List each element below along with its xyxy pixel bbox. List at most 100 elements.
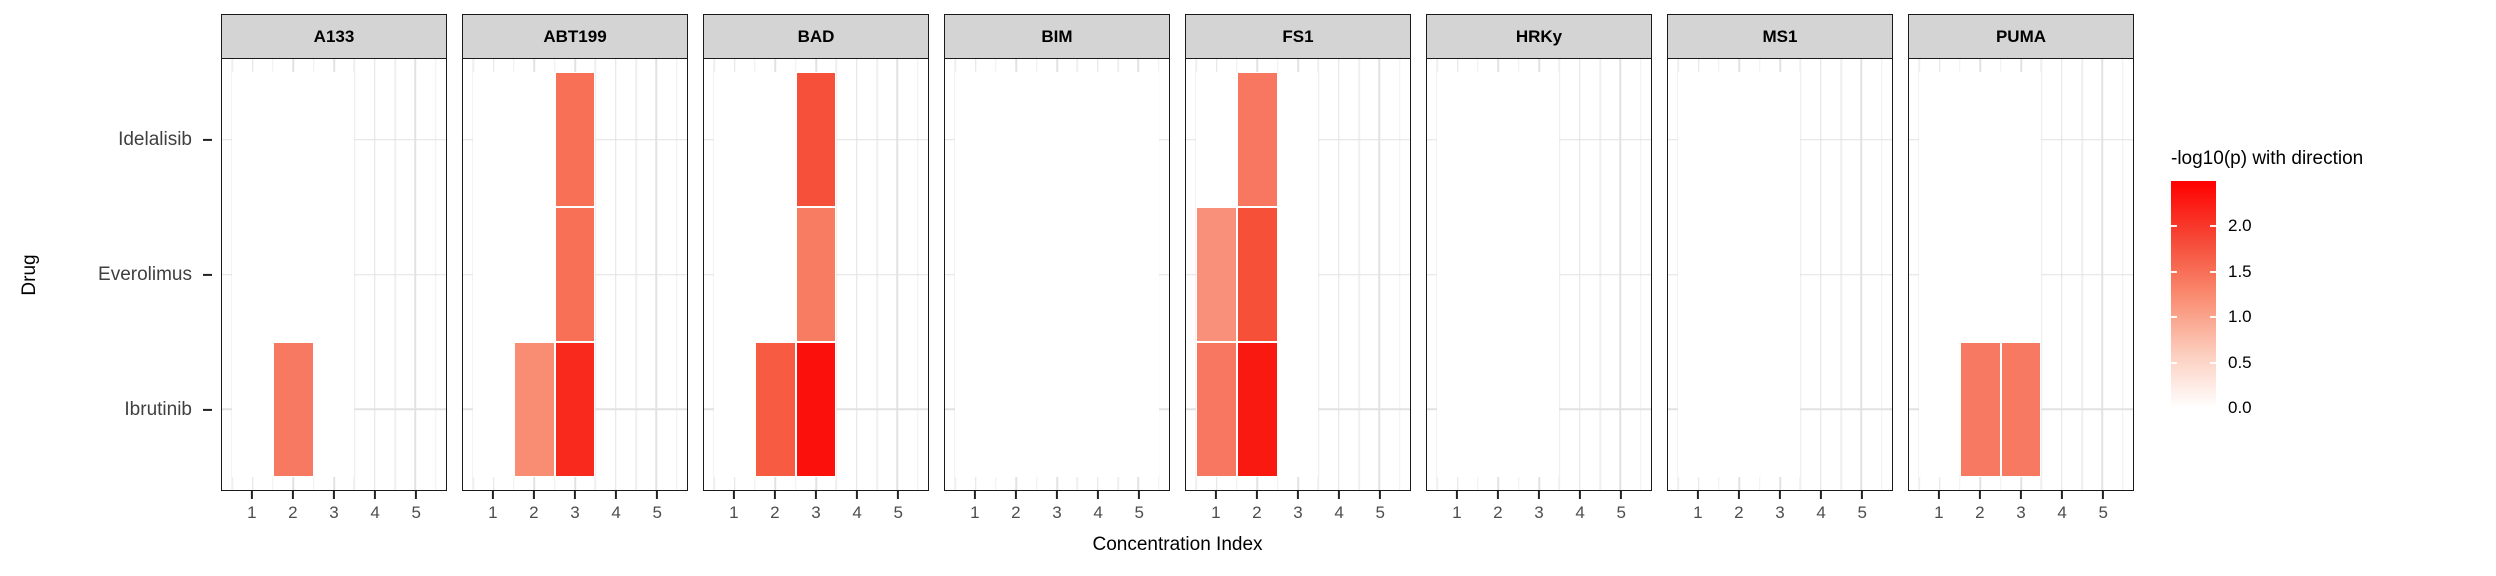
x-axis-tick-label: 5: [1857, 503, 1867, 522]
legend-tick-label: 0.5: [2228, 352, 2252, 372]
x-axis-tick-label: 4: [1334, 503, 1344, 522]
white-tile-block: [955, 72, 1159, 477]
x-axis-tick-label: 5: [1134, 503, 1144, 522]
x-axis-tick: [373, 491, 377, 499]
x-axis-tick: [855, 491, 859, 499]
heat-tile: [272, 341, 314, 477]
x-axis-tick-label: 4: [370, 503, 380, 522]
x-axis-tick-label: 5: [652, 503, 662, 522]
x-axis-tick: [773, 491, 776, 499]
x-axis-tick-label: 2: [1252, 503, 1262, 522]
x-axis-tick: [1138, 491, 1141, 499]
x-axis-tick: [897, 491, 900, 499]
x-axis-tick: [1819, 491, 1823, 499]
x-axis-tick-label: 5: [1375, 503, 1385, 522]
panel-body: [462, 59, 688, 491]
facet-strip: PUMA: [1908, 14, 2134, 59]
panel-body: [221, 59, 447, 491]
x-axis-tick: [1578, 491, 1582, 499]
x-axis: 1 2 3 4 5: [221, 491, 447, 561]
x-axis-tick-label: 5: [411, 503, 421, 522]
facet-panel-fs1: FS1 1 2 3 4 5: [1185, 14, 1411, 561]
x-axis-tick-label: 1: [488, 503, 498, 522]
facet-label: HRKy: [1515, 26, 1563, 46]
heat-tile: [1196, 207, 1237, 342]
facet-label: MS1: [1762, 26, 1798, 46]
x-axis-tick: [656, 491, 659, 499]
facet-panel-hrky: HRKy 1 2 3 4 5: [1426, 14, 1652, 561]
x-axis-tick-label: 1: [1934, 503, 1944, 522]
facet-panel-a133: A133 1 2 3 4 5: [221, 14, 447, 561]
legend-tick: [2210, 225, 2216, 228]
y-axis-label: Everolimus: [98, 264, 192, 285]
panel-body: [1667, 59, 1893, 491]
panel-body: [944, 59, 1170, 491]
x-axis: 1 2 3 4 5: [703, 491, 929, 561]
x-axis-tick-label: 3: [1775, 503, 1785, 522]
facet-panel-puma: PUMA 1 2 3 4 5: [1908, 14, 2134, 561]
x-axis-tick-label: 2: [1493, 503, 1503, 522]
x-axis-tick-label: 1: [970, 503, 980, 522]
facet-panel-bim: BIM 1 2 3 4 5: [944, 14, 1170, 561]
heat-tile: [1959, 341, 2001, 477]
x-axis: 1 2 3 4 5: [1185, 491, 1411, 561]
facet-panel-ms1: MS1 1 2 3 4 5: [1667, 14, 1893, 561]
x-axis-tick: [250, 491, 253, 499]
x-axis-tick-label: 2: [1975, 503, 1985, 522]
panel-body: [703, 59, 929, 491]
x-axis: 1 2 3 4 5: [1426, 491, 1652, 561]
facet-label: PUMA: [1995, 26, 2047, 46]
heat-tile: [513, 341, 555, 477]
facet-label: A133: [313, 26, 355, 46]
x-axis-tick-label: 4: [1816, 503, 1826, 522]
x-axis-tick: [1255, 491, 1258, 499]
x-axis: 1 2 3 4 5: [462, 491, 688, 561]
x-axis-tick-label: 5: [1616, 503, 1626, 522]
x-axis-tick-label: 5: [2098, 503, 2108, 522]
heat-tile: [554, 341, 596, 477]
x-axis-tick: [973, 491, 976, 499]
x-axis-tick-label: 4: [1575, 503, 1585, 522]
x-axis-tick: [2060, 491, 2064, 499]
x-axis-tick-label: 4: [611, 503, 621, 522]
x-axis-tick-label: 4: [852, 503, 862, 522]
heat-tile: [554, 207, 596, 342]
x-axis-tick: [1620, 491, 1623, 499]
facet-strip: FS1: [1185, 14, 1411, 59]
x-axis-tick-label: 3: [570, 503, 580, 522]
x-axis-tick-label: 2: [529, 503, 539, 522]
legend-tick: [2210, 316, 2216, 319]
x-axis-tick: [1496, 491, 1499, 499]
heat-tile: [795, 341, 837, 477]
x-axis-tick: [732, 491, 735, 499]
legend-tick: [2171, 225, 2177, 228]
x-axis-tick: [2019, 491, 2023, 499]
panel-body: [1426, 59, 1652, 491]
y-axis-tick: [203, 273, 212, 277]
x-axis-tick-label: 5: [893, 503, 903, 522]
heat-tile: [2000, 341, 2042, 477]
facet-strip: ABT199: [462, 14, 688, 59]
legend-tick: [2210, 270, 2216, 273]
white-tile-block: [1678, 72, 1801, 477]
x-axis-title: Concentration Index: [1092, 534, 1263, 555]
x-axis-tick: [1014, 491, 1017, 499]
heat-tile: [795, 72, 837, 208]
x-axis-tick: [491, 491, 494, 499]
x-axis-tick-label: 2: [770, 503, 780, 522]
x-axis-tick: [1214, 491, 1217, 499]
x-axis-tick: [532, 491, 535, 499]
x-axis-tick-label: 3: [811, 503, 821, 522]
x-axis-tick: [1455, 491, 1458, 499]
x-axis-tick: [1055, 491, 1059, 499]
heat-tile: [554, 72, 596, 208]
facet-strip: BAD: [703, 14, 929, 59]
x-axis-tick-label: 3: [1052, 503, 1062, 522]
legend-tick: [2171, 361, 2177, 364]
legend-tick-label: 1.0: [2228, 307, 2252, 327]
x-axis-tick: [614, 491, 618, 499]
x-axis-tick: [1337, 491, 1341, 499]
y-axis-tick: [203, 408, 212, 412]
x-axis-tick: [1096, 491, 1100, 499]
x-axis-tick: [2102, 491, 2105, 499]
